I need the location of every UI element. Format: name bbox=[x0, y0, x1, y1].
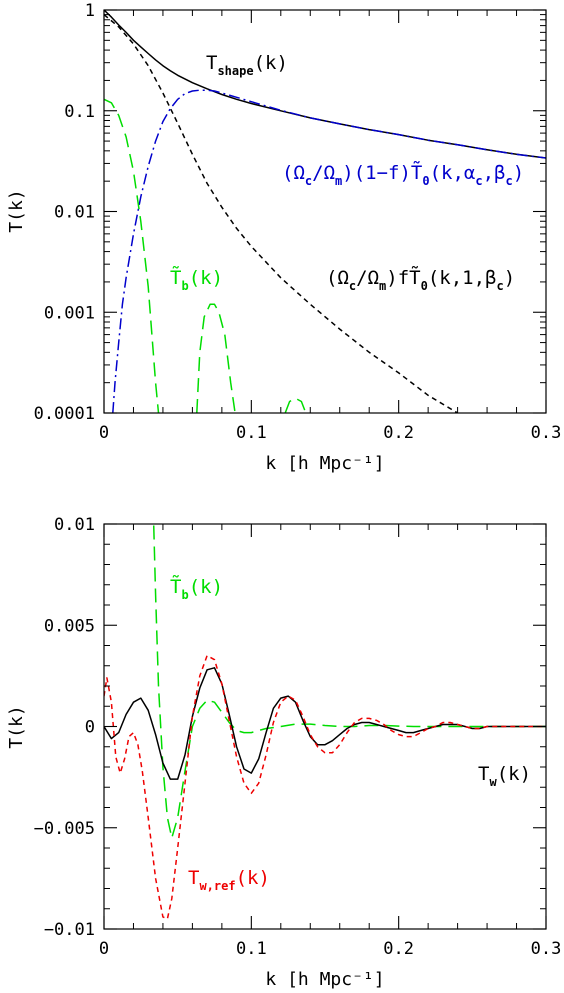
series-1-0-t-b-k bbox=[152, 524, 546, 839]
series-0-0-t-shape-k bbox=[104, 10, 546, 159]
annotation-cdm-component: (Ωc/Ωm)(1−f)T̃0(k,αc,βc) bbox=[282, 159, 524, 188]
bottom-panel-curves bbox=[104, 524, 546, 920]
series-0-3-seg2-t-b-k bbox=[284, 397, 307, 413]
y-tick-label: 0.001 bbox=[44, 303, 95, 323]
annotation-tb-top: T̃b(k) bbox=[170, 264, 223, 293]
top-panel-x-axis-label: k [h Mpc⁻¹] bbox=[265, 453, 384, 474]
y-tick-label: 0.0001 bbox=[34, 404, 95, 424]
bottom-panel-x-axis-label: k [h Mpc⁻¹] bbox=[265, 969, 384, 990]
top-panel-ticks bbox=[103, 9, 547, 414]
y-tick-label: −0.005 bbox=[34, 819, 95, 839]
series-0-3-seg0-t-b-k bbox=[104, 98, 160, 413]
x-tick-label: 0.3 bbox=[531, 939, 562, 959]
y-tick-label: 0.1 bbox=[64, 102, 95, 122]
x-tick-label: 0.2 bbox=[383, 939, 414, 959]
y-tick-label: 0.01 bbox=[54, 203, 95, 223]
top-panel-curves bbox=[104, 10, 546, 413]
y-tick-label: 1 bbox=[85, 1, 95, 21]
y-tick-label: 0.01 bbox=[54, 515, 95, 535]
x-tick-label: 0.1 bbox=[236, 423, 267, 443]
series-0-2-c-m-ft-0-k-1-c bbox=[104, 14, 458, 413]
y-tick-label: 0.005 bbox=[44, 616, 95, 636]
annotation-tw: Tw(k) bbox=[478, 763, 531, 789]
annotation-cdm-free-component: (Ωc/Ωm)fT̃0(k,1,βc) bbox=[326, 264, 515, 293]
bottom-panel: 0 0.1 0.2 0.3 −0.01 −0.005 0 0.005 0.01 k [h Mpc… bbox=[6, 515, 562, 990]
x-tick-label: 0 bbox=[99, 423, 109, 443]
x-tick-label: 0.2 bbox=[383, 423, 414, 443]
series-0-3-seg1-t-b-k bbox=[196, 303, 236, 413]
annotation-tb-bottom: T̃b(k) bbox=[170, 573, 223, 602]
x-tick-label: 0 bbox=[99, 939, 109, 959]
bottom-panel-ticks bbox=[103, 523, 547, 930]
y-tick-label: 0 bbox=[85, 718, 95, 738]
y-tick-label: −0.01 bbox=[44, 920, 95, 940]
top-panel: 0 0.1 0.2 0.3 0.0001 0.001 0.01 0.1 1 k [h Mpc⁻¹… bbox=[6, 1, 561, 474]
series-1-1-t-w-k bbox=[104, 667, 546, 780]
series-1-2-t-w-ref-k bbox=[104, 654, 546, 920]
annotation-t-shape: Tshape(k) bbox=[206, 52, 288, 78]
bottom-panel-y-axis-label: T(k) bbox=[6, 705, 27, 748]
top-panel-tick-labels: 0 0.1 0.2 0.3 0.0001 0.001 0.01 0.1 1 bbox=[34, 1, 562, 443]
top-panel-y-axis-label: T(k) bbox=[6, 189, 27, 232]
x-tick-label: 0.3 bbox=[531, 423, 562, 443]
annotation-tw-ref: Tw,ref(k) bbox=[188, 867, 270, 893]
x-tick-label: 0.1 bbox=[236, 939, 267, 959]
series-0-1-c-m-1-f-t-0-k-c-c bbox=[112, 89, 546, 413]
bottom-panel-tick-labels: 0 0.1 0.2 0.3 −0.01 −0.005 0 0.005 0.01 bbox=[34, 515, 562, 959]
